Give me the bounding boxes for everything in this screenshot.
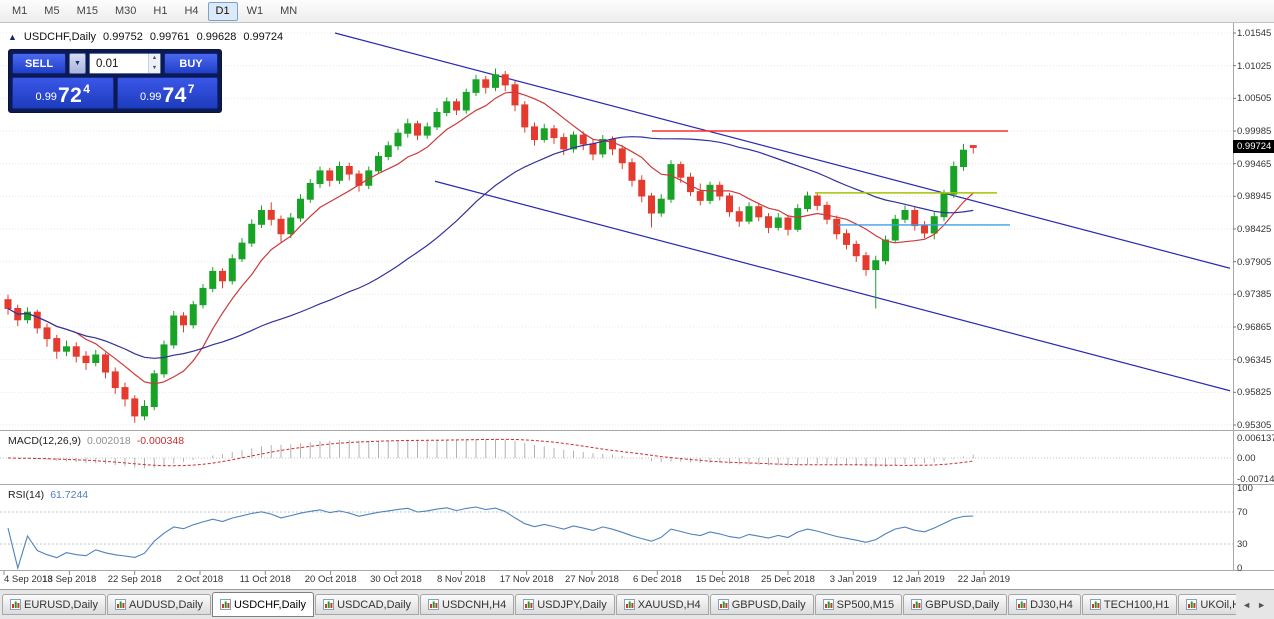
chart-icon <box>1089 599 1101 610</box>
chart-symbol-label: USDCHF,Daily <box>23 31 97 43</box>
tab-label: USDCNH,H4 <box>442 598 507 611</box>
order-type-dropdown[interactable]: ▼ <box>69 53 86 74</box>
ohlc-header: ▲ USDCHF,Daily 0.99752 0.99761 0.99628 0… <box>8 31 283 43</box>
tab-label: GBPUSD,Daily <box>731 598 806 611</box>
ask-price-pipette: 7 <box>187 82 195 96</box>
ask-price-pips: 74 <box>162 84 187 107</box>
tab-label: AUDUSD,Daily <box>128 598 203 611</box>
chart-tab-sp500-m15[interactable]: SP500,M15 <box>814 594 903 615</box>
tab-label: TECH100,H1 <box>1103 598 1170 611</box>
timeframe-button-m5[interactable]: M5 <box>44 4 60 17</box>
tab-label: USDCAD,Daily <box>337 598 412 611</box>
chart-tab-audusd-daily[interactable]: AUDUSD,Daily <box>106 594 211 615</box>
scroll-left-icon[interactable]: ◄ <box>1242 599 1252 610</box>
tab-scroll-controls: ◄ ► <box>1236 600 1272 610</box>
tab-label: UKOil,H1 <box>1200 598 1237 611</box>
rsi-indicator-header: RSI(14) 61.7244 <box>8 489 88 501</box>
one-click-trading-panel: SELL ▼ ▲ ▼ BUY 0.99 72 4 0.99 74 <box>8 49 222 113</box>
sell-price-button[interactable]: 0.99 72 4 <box>12 77 114 109</box>
tab-label: SP500,M15 <box>836 598 895 611</box>
buy-price-button[interactable]: 0.99 74 7 <box>116 77 218 109</box>
timeframe-button-m1[interactable]: M1 <box>12 4 28 17</box>
timeframe-buttons: M1 M5 M15 M30 H1 H4 D1 W1 MN <box>4 1 306 21</box>
macd-indicator-header: MACD(12,26,9) 0.002018 -0.000348 <box>8 435 184 447</box>
ohlc-open: 0.99752 <box>103 31 143 43</box>
chart-tab-usdcad-daily[interactable]: USDCAD,Daily <box>315 594 420 615</box>
price-scale[interactable] <box>1233 23 1274 570</box>
chart-icon <box>717 599 729 610</box>
bid-price-pipette: 4 <box>83 82 90 96</box>
lot-spinner: ▲ ▼ <box>148 54 160 73</box>
chart-tab-eurusd-daily[interactable]: EURUSD,Daily <box>2 594 106 615</box>
chart-icon <box>1016 599 1028 610</box>
macd-label: MACD(12,26,9) <box>8 435 81 447</box>
chart-tab-usdcnh-h4[interactable]: USDCNH,H4 <box>420 594 515 615</box>
chart-tab-usdjpy-daily[interactable]: USDJPY,Daily <box>515 594 615 615</box>
timeframe-button-w1[interactable]: W1 <box>246 4 264 17</box>
lot-increase-button[interactable]: ▲ <box>149 54 160 64</box>
lot-decrease-button[interactable]: ▼ <box>149 63 160 73</box>
tab-label: USDCHF,Daily <box>233 598 307 611</box>
time-axis[interactable] <box>0 571 1233 589</box>
oct-collapse-icon[interactable]: ▲ <box>8 32 17 42</box>
chart-icon <box>219 599 231 610</box>
chart-tab-usdchf-daily[interactable]: USDCHF,Daily <box>211 592 315 617</box>
chart-tab-gbpusd-daily[interactable]: GBPUSD,Daily <box>709 594 814 615</box>
chart-tab-xauusd-h4[interactable]: XAUUSD,H4 <box>615 594 709 615</box>
chart-tab-ukoil-h1[interactable]: UKOil,H1 <box>1178 594 1237 615</box>
chart-icon <box>428 599 440 610</box>
tab-label: GBPUSD,Daily <box>925 598 1000 611</box>
chart-tabs: EURUSD,Daily AUDUSD,Daily USDCHF,Daily USDC… <box>2 592 1237 617</box>
macd-signal-value: -0.000348 <box>136 435 185 447</box>
tab-label: XAUUSD,H4 <box>637 598 701 611</box>
timeframe-button-h4[interactable]: H4 <box>184 4 199 17</box>
scroll-right-icon[interactable]: ► <box>1257 599 1266 610</box>
chart-icon <box>623 599 635 610</box>
ohlc-low: 0.99628 <box>196 31 237 43</box>
chart-icon <box>1186 599 1198 610</box>
lot-size-field: ▲ ▼ <box>89 53 161 74</box>
chart-icon <box>911 599 923 610</box>
timeframe-toolbar: M1 M5 M15 M30 H1 H4 D1 W1 MN <box>0 0 1274 23</box>
tab-label: EURUSD,Daily <box>24 598 98 611</box>
rsi-value: 61.7244 <box>50 489 89 501</box>
sell-button[interactable]: SELL <box>12 53 66 74</box>
buy-button[interactable]: BUY <box>164 53 218 74</box>
chart-icon <box>523 599 535 610</box>
chart-tab-gbpusd-daily[interactable]: GBPUSD,Daily <box>903 594 1008 615</box>
timeframe-button-m30[interactable]: M30 <box>114 4 137 17</box>
bid-price-prefix: 0.99 <box>35 91 57 103</box>
chevron-down-icon: ▼ <box>74 60 81 67</box>
timeframe-button-m15[interactable]: M15 <box>76 4 98 17</box>
chart-tab-dj30-h4[interactable]: DJ30,H4 <box>1008 594 1081 615</box>
bid-price-pips: 72 <box>57 84 83 107</box>
current-price-badge: 0.99724 <box>1233 140 1274 154</box>
rsi-label: RSI(14) <box>8 489 45 501</box>
chart-tab-tech100-h1[interactable]: TECH100,H1 <box>1081 594 1178 615</box>
ohlc-high: 0.99761 <box>149 31 190 43</box>
chart-icon <box>323 599 335 610</box>
timeframe-button-d1[interactable]: D1 <box>207 1 238 21</box>
chart-icon <box>114 599 126 610</box>
ohlc-close: 0.99724 <box>243 31 284 43</box>
chart-icon <box>822 599 834 610</box>
timeframe-button-h1[interactable]: H1 <box>153 4 168 17</box>
macd-main-value: 0.002018 <box>86 435 131 447</box>
chart-tabs-bar: EURUSD,Daily AUDUSD,Daily USDCHF,Daily USDC… <box>0 589 1274 619</box>
ask-price-prefix: 0.99 <box>140 91 162 103</box>
tab-label: DJ30,H4 <box>1030 598 1073 611</box>
chart-icon <box>10 599 21 610</box>
timeframe-button-mn[interactable]: MN <box>280 4 298 17</box>
lot-size-input[interactable] <box>90 54 148 73</box>
tab-label: USDJPY,Daily <box>537 598 607 611</box>
